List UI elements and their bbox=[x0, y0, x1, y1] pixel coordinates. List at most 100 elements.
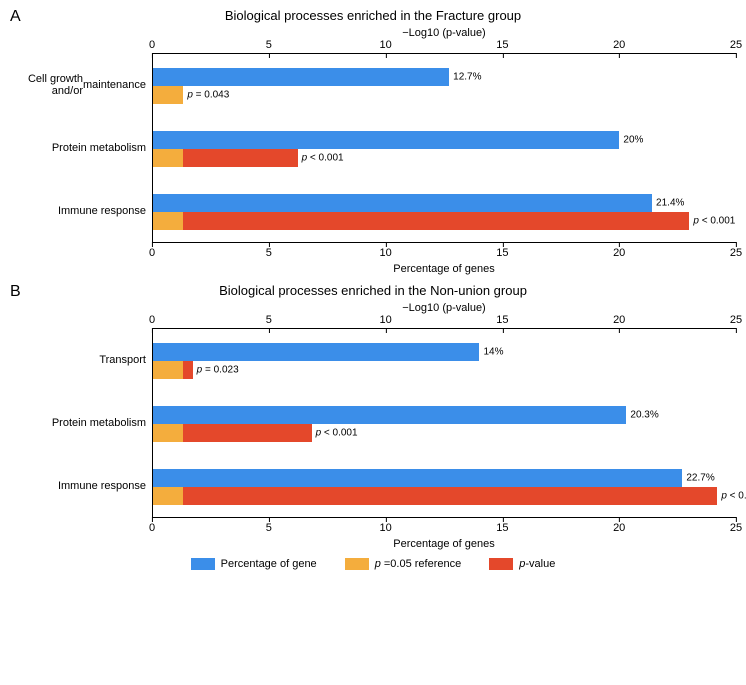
plot: 14% p = 0.023 20.3%p < 0.00122.7%p < 0.001 bbox=[152, 328, 736, 518]
percentage-bar bbox=[153, 343, 479, 361]
panel-letter: A bbox=[10, 8, 21, 26]
category-label: Cell growth and/ormaintenance bbox=[10, 53, 146, 116]
panel-title: Biological processes enriched in the Non… bbox=[10, 283, 736, 298]
axis-bottom-ticks: 0510152025 bbox=[152, 243, 736, 261]
axis-bottom-label: Percentage of genes bbox=[152, 538, 736, 550]
pvalue-bar bbox=[183, 212, 689, 230]
category-label: Transport bbox=[10, 328, 146, 391]
percentage-label: 12.7% bbox=[453, 71, 481, 82]
tick: 25 bbox=[730, 314, 742, 326]
legend-item: p-value bbox=[489, 558, 555, 570]
tick-label: 0 bbox=[149, 247, 155, 259]
bar-group: 21.4%p < 0.001 bbox=[153, 181, 736, 244]
tick: 0 bbox=[149, 522, 155, 534]
axis-top-label: −Log10 (p-value) bbox=[152, 27, 736, 39]
percentage-bar bbox=[153, 131, 619, 149]
tick: 10 bbox=[379, 314, 391, 326]
tick-label: 5 bbox=[266, 39, 272, 51]
pvalue-bar bbox=[183, 361, 192, 379]
tick-label: 15 bbox=[496, 314, 508, 326]
reference-bar bbox=[153, 424, 183, 442]
legend-item: p =0.05 reference bbox=[345, 558, 462, 570]
tick-label: 5 bbox=[266, 314, 272, 326]
tick: 10 bbox=[379, 247, 391, 259]
pvalue-label: p < 0.001 bbox=[316, 427, 358, 438]
legend-label-rest: =0.05 reference bbox=[381, 558, 461, 570]
tick-label: 25 bbox=[730, 314, 742, 326]
plot-area: Cell growth and/ormaintenanceProtein met… bbox=[10, 53, 736, 243]
panel-a: ABiological processes enriched in the Fr… bbox=[10, 8, 736, 275]
tick: 5 bbox=[266, 522, 272, 534]
y-labels: Cell growth and/ormaintenanceProtein met… bbox=[10, 53, 152, 243]
panel-letter: B bbox=[10, 283, 21, 301]
tick-label: 5 bbox=[266, 247, 272, 259]
category-label: Protein metabolism bbox=[10, 116, 146, 179]
axis-top-label: −Log10 (p-value) bbox=[152, 302, 736, 314]
percentage-bar bbox=[153, 68, 449, 86]
tick-label: 10 bbox=[379, 522, 391, 534]
tick-label: 10 bbox=[379, 314, 391, 326]
category-label: Immune response bbox=[10, 455, 146, 518]
tick: 25 bbox=[730, 522, 742, 534]
legend-label-rest: -value bbox=[525, 558, 555, 570]
tick-label: 0 bbox=[149, 522, 155, 534]
legend-swatch bbox=[489, 558, 513, 570]
category-label: Protein metabolism bbox=[10, 391, 146, 454]
bar-group: 14% p = 0.023 bbox=[153, 329, 736, 392]
pvalue-label: p = 0.043 bbox=[187, 89, 229, 100]
tick-label: 25 bbox=[730, 522, 742, 534]
tick-label: 10 bbox=[379, 39, 391, 51]
legend-label: Percentage of gene bbox=[221, 558, 317, 570]
y-labels: TransportProtein metabolismImmune respon… bbox=[10, 328, 152, 518]
percentage-bar bbox=[153, 406, 626, 424]
tick: 15 bbox=[496, 39, 508, 51]
bar-group: 12.7% p = 0.043 bbox=[153, 54, 736, 117]
pvalue-label: p = 0.023 bbox=[197, 364, 239, 375]
tick-label: 25 bbox=[730, 39, 742, 51]
tick: 15 bbox=[496, 314, 508, 326]
tick: 20 bbox=[613, 522, 625, 534]
plot: 12.7% p = 0.043 20% p < 0.001 21.4%p < 0.001 bbox=[152, 53, 736, 243]
axis-bottom-ticks: 0510152025 bbox=[152, 518, 736, 536]
pvalue-bar bbox=[183, 424, 311, 442]
tick: 20 bbox=[613, 247, 625, 259]
pvalue-label-rest: < 0.001 bbox=[699, 216, 735, 227]
axis-top-ticks: 0510152025 bbox=[152, 314, 736, 328]
tick: 20 bbox=[613, 39, 625, 51]
tick-label: 10 bbox=[379, 247, 391, 259]
reference-bar bbox=[153, 487, 183, 505]
tick-label: 0 bbox=[149, 314, 155, 326]
tick: 25 bbox=[730, 247, 742, 259]
pvalue-label: p < 0.001 bbox=[721, 491, 746, 502]
legend-swatch bbox=[191, 558, 215, 570]
tick-label: 0 bbox=[149, 39, 155, 51]
bar-group: 20% p < 0.001 bbox=[153, 117, 736, 180]
tick-label: 20 bbox=[613, 39, 625, 51]
bar-group: 20.3%p < 0.001 bbox=[153, 392, 736, 455]
axis-top-ticks: 0510152025 bbox=[152, 39, 736, 53]
tick-label: 5 bbox=[266, 522, 272, 534]
pvalue-label: p < 0.001 bbox=[302, 152, 344, 163]
reference-bar bbox=[153, 361, 183, 379]
legend-item: Percentage of gene bbox=[191, 558, 317, 570]
percentage-label: 14% bbox=[483, 346, 503, 357]
tick-label: 15 bbox=[496, 247, 508, 259]
pvalue-label-rest: = 0.023 bbox=[202, 364, 238, 375]
bar-group: 22.7%p < 0.001 bbox=[153, 456, 736, 519]
tick: 15 bbox=[496, 247, 508, 259]
tick: 25 bbox=[730, 39, 742, 51]
tick-label: 20 bbox=[613, 247, 625, 259]
plot-area: TransportProtein metabolismImmune respon… bbox=[10, 328, 736, 518]
tick: 5 bbox=[266, 314, 272, 326]
tick-label: 25 bbox=[730, 247, 742, 259]
tick-label: 15 bbox=[496, 522, 508, 534]
tick: 0 bbox=[149, 39, 155, 51]
tick-label: 15 bbox=[496, 39, 508, 51]
pvalue-bar bbox=[183, 149, 297, 167]
reference-bar bbox=[153, 149, 183, 167]
tick: 0 bbox=[149, 314, 155, 326]
pvalue-label-rest: < 0.001 bbox=[307, 152, 343, 163]
tick: 5 bbox=[266, 39, 272, 51]
percentage-label: 20% bbox=[623, 134, 643, 145]
category-label: Immune response bbox=[10, 180, 146, 243]
